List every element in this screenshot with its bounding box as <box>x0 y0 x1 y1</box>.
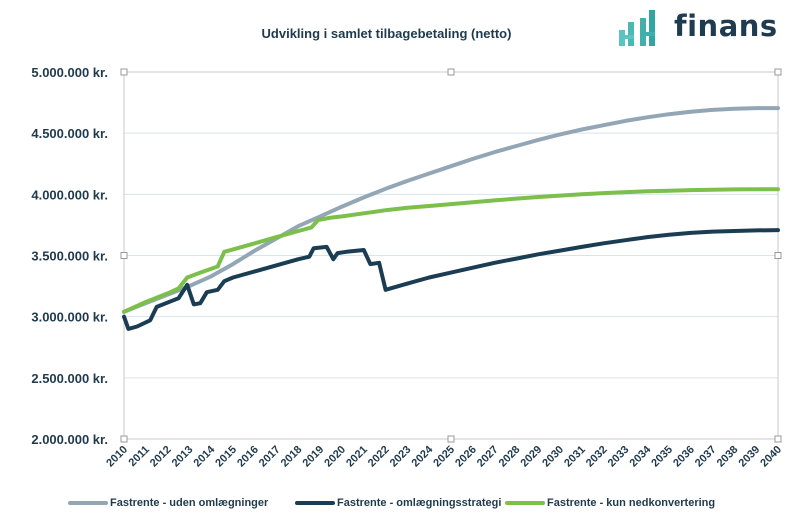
x-tick-label: 2027 <box>475 444 501 470</box>
selection-handle <box>120 435 128 443</box>
x-tick-label: 2010 <box>104 444 130 470</box>
legend-swatch <box>295 501 335 505</box>
selection-handle <box>120 252 128 259</box>
legend-item: Fastrente - omlægningsstrategi <box>295 497 501 509</box>
y-tick-label: 3.000.000 kr. <box>31 310 108 325</box>
selection-handle <box>447 68 455 76</box>
x-tick-label: 2020 <box>322 444 348 470</box>
series-lines <box>122 106 780 331</box>
selection-handle <box>774 252 782 259</box>
logo-text: finans <box>674 9 778 43</box>
legend-label: Fastrente - uden omlægninger <box>110 497 269 509</box>
x-tick-label: 2018 <box>279 444 305 470</box>
selection-handle <box>447 435 455 443</box>
x-tick-label: 2022 <box>366 444 392 470</box>
x-tick-label: 2024 <box>410 443 436 469</box>
legend-item: Fastrente - uden omlægninger <box>68 497 268 509</box>
x-tick-label: 2019 <box>301 444 327 470</box>
legend-label: Fastrente - kun nedkonvertering <box>547 497 716 509</box>
x-tick-label: 2026 <box>453 444 479 470</box>
y-tick-label: 2.000.000 kr. <box>31 432 108 447</box>
series-line-3 <box>122 187 780 314</box>
x-tick-label: 2031 <box>562 444 588 470</box>
y-tick-label: 3.500.000 kr. <box>31 249 108 264</box>
x-tick-label: 2040 <box>758 444 784 470</box>
y-tick-label: 2.500.000 kr. <box>31 371 108 386</box>
x-tick-label: 2015 <box>213 444 239 470</box>
x-tick-label: 2037 <box>693 444 719 470</box>
x-tick-label: 2030 <box>540 444 566 470</box>
x-tick-label: 2032 <box>584 444 610 470</box>
series-line-1 <box>122 106 780 314</box>
finans-logo-icon <box>619 10 655 46</box>
x-tick-label: 2012 <box>148 444 174 470</box>
x-tick-label: 2014 <box>192 443 218 469</box>
x-tick-label: 2039 <box>737 444 763 470</box>
legend-swatch <box>68 501 108 505</box>
x-tick-label: 2035 <box>649 444 675 470</box>
legend-swatch <box>505 501 545 505</box>
selection-handle <box>774 68 782 76</box>
x-tick-label: 2025 <box>431 444 457 470</box>
selection-handle <box>774 435 782 443</box>
x-tick-label: 2036 <box>671 444 697 470</box>
x-tick-label: 2028 <box>497 444 523 470</box>
x-tick-label: 2021 <box>344 444 370 470</box>
x-axis-tick-labels: 2010201120122013201420152016201720182019… <box>104 443 784 469</box>
x-tick-label: 2016 <box>235 444 261 470</box>
x-tick-label: 2011 <box>127 444 152 469</box>
x-tick-label: 2017 <box>257 444 283 470</box>
x-tick-label: 2034 <box>628 443 654 469</box>
grid-lines <box>124 71 778 379</box>
x-tick-label: 2038 <box>715 444 741 470</box>
x-tick-label: 2023 <box>388 444 414 470</box>
selection-handle <box>120 68 128 76</box>
y-tick-label: 4.500.000 kr. <box>31 126 108 141</box>
y-tick-label: 4.000.000 kr. <box>31 187 108 202</box>
x-tick-label: 2029 <box>519 444 545 470</box>
y-axis-tick-labels: 2.000.000 kr. 2.500.000 kr. 3.000.000 kr. 3… <box>31 65 108 447</box>
chart-legend: Fastrente - uden omlægninger Fastrente - … <box>0 497 800 517</box>
legend-label: Fastrente - omlægningsstrategi <box>337 497 502 509</box>
x-tick-label: 2013 <box>170 444 196 470</box>
legend-item: Fastrente - kun nedkonvertering <box>505 497 715 509</box>
series-line-2 <box>122 228 780 331</box>
plot-frame <box>120 68 782 443</box>
y-tick-label: 5.000.000 kr. <box>31 65 108 80</box>
chart-title: Udvikling i samlet tilbagebetaling (nett… <box>261 26 512 41</box>
x-tick-label: 2033 <box>606 444 632 470</box>
